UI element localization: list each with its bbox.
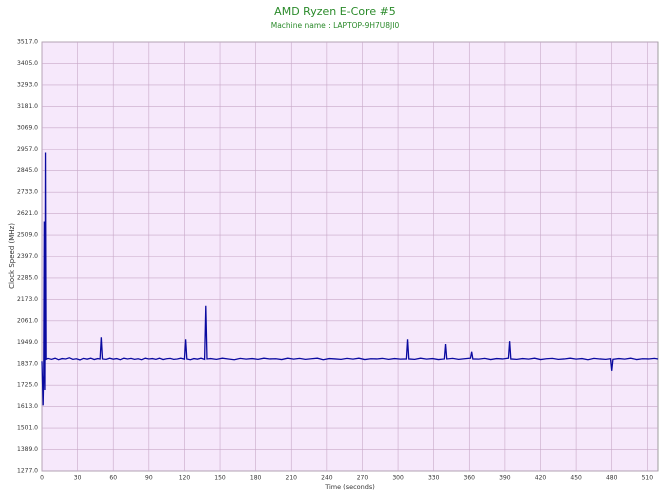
- x-tick-label: 30: [74, 475, 82, 482]
- x-tick-label: 270: [357, 475, 369, 482]
- x-tick-label: 330: [428, 475, 440, 482]
- series-line: [41, 152, 659, 406]
- y-tick-label: 2509.0: [17, 232, 38, 239]
- x-tick-label: 390: [499, 475, 511, 482]
- y-tick-label: 3181.0: [17, 103, 38, 110]
- y-tick-label: 1949.0: [17, 339, 38, 346]
- x-tick-label: 150: [214, 475, 226, 482]
- y-tick-label: 3405.0: [17, 60, 38, 67]
- y-axis-label: Clock Speed (MHz): [8, 223, 16, 289]
- y-tick-label: 2957.0: [17, 146, 38, 153]
- x-tick-label: 120: [179, 475, 191, 482]
- y-tick-label: 1501.0: [17, 425, 38, 432]
- x-tick-label: 60: [109, 475, 117, 482]
- x-axis-label: Time (seconds): [324, 483, 375, 491]
- y-tick-label: 1725.0: [17, 382, 38, 389]
- y-tick-label: 3293.0: [17, 81, 38, 88]
- y-tick-label: 1837.0: [17, 360, 38, 367]
- x-tick-label: 0: [40, 475, 44, 482]
- y-tick-label: 2397.0: [17, 253, 38, 260]
- x-tick-label: 450: [570, 475, 582, 482]
- y-tick-label: 1277.0: [17, 468, 38, 475]
- x-tick-label: 210: [286, 475, 298, 482]
- x-tick-label: 420: [535, 475, 547, 482]
- y-tick-label: 2285.0: [17, 274, 38, 281]
- y-tick-label: 3069.0: [17, 124, 38, 131]
- y-tick-label: 2061.0: [17, 317, 38, 324]
- y-tick-label: 2173.0: [17, 296, 38, 303]
- chart-title: AMD Ryzen E-Core #5: [274, 5, 396, 18]
- x-tick-label: 510: [642, 475, 654, 482]
- x-tick-label: 180: [250, 475, 262, 482]
- y-tick-label: 3517.0: [17, 39, 38, 46]
- y-tick-label: 2733.0: [17, 189, 38, 196]
- x-tick-label: 240: [321, 475, 333, 482]
- y-tick-label: 1613.0: [17, 403, 38, 410]
- chart-subtitle: Machine name : LAPTOP-9H7U8JI0: [271, 21, 400, 30]
- y-tick-label: 1389.0: [17, 446, 38, 453]
- x-tick-label: 90: [145, 475, 153, 482]
- y-tick-label: 2845.0: [17, 167, 38, 174]
- x-tick-label: 480: [606, 475, 618, 482]
- x-tick-label: 360: [464, 475, 476, 482]
- y-tick-label: 2621.0: [17, 210, 38, 217]
- x-tick-label: 300: [392, 475, 404, 482]
